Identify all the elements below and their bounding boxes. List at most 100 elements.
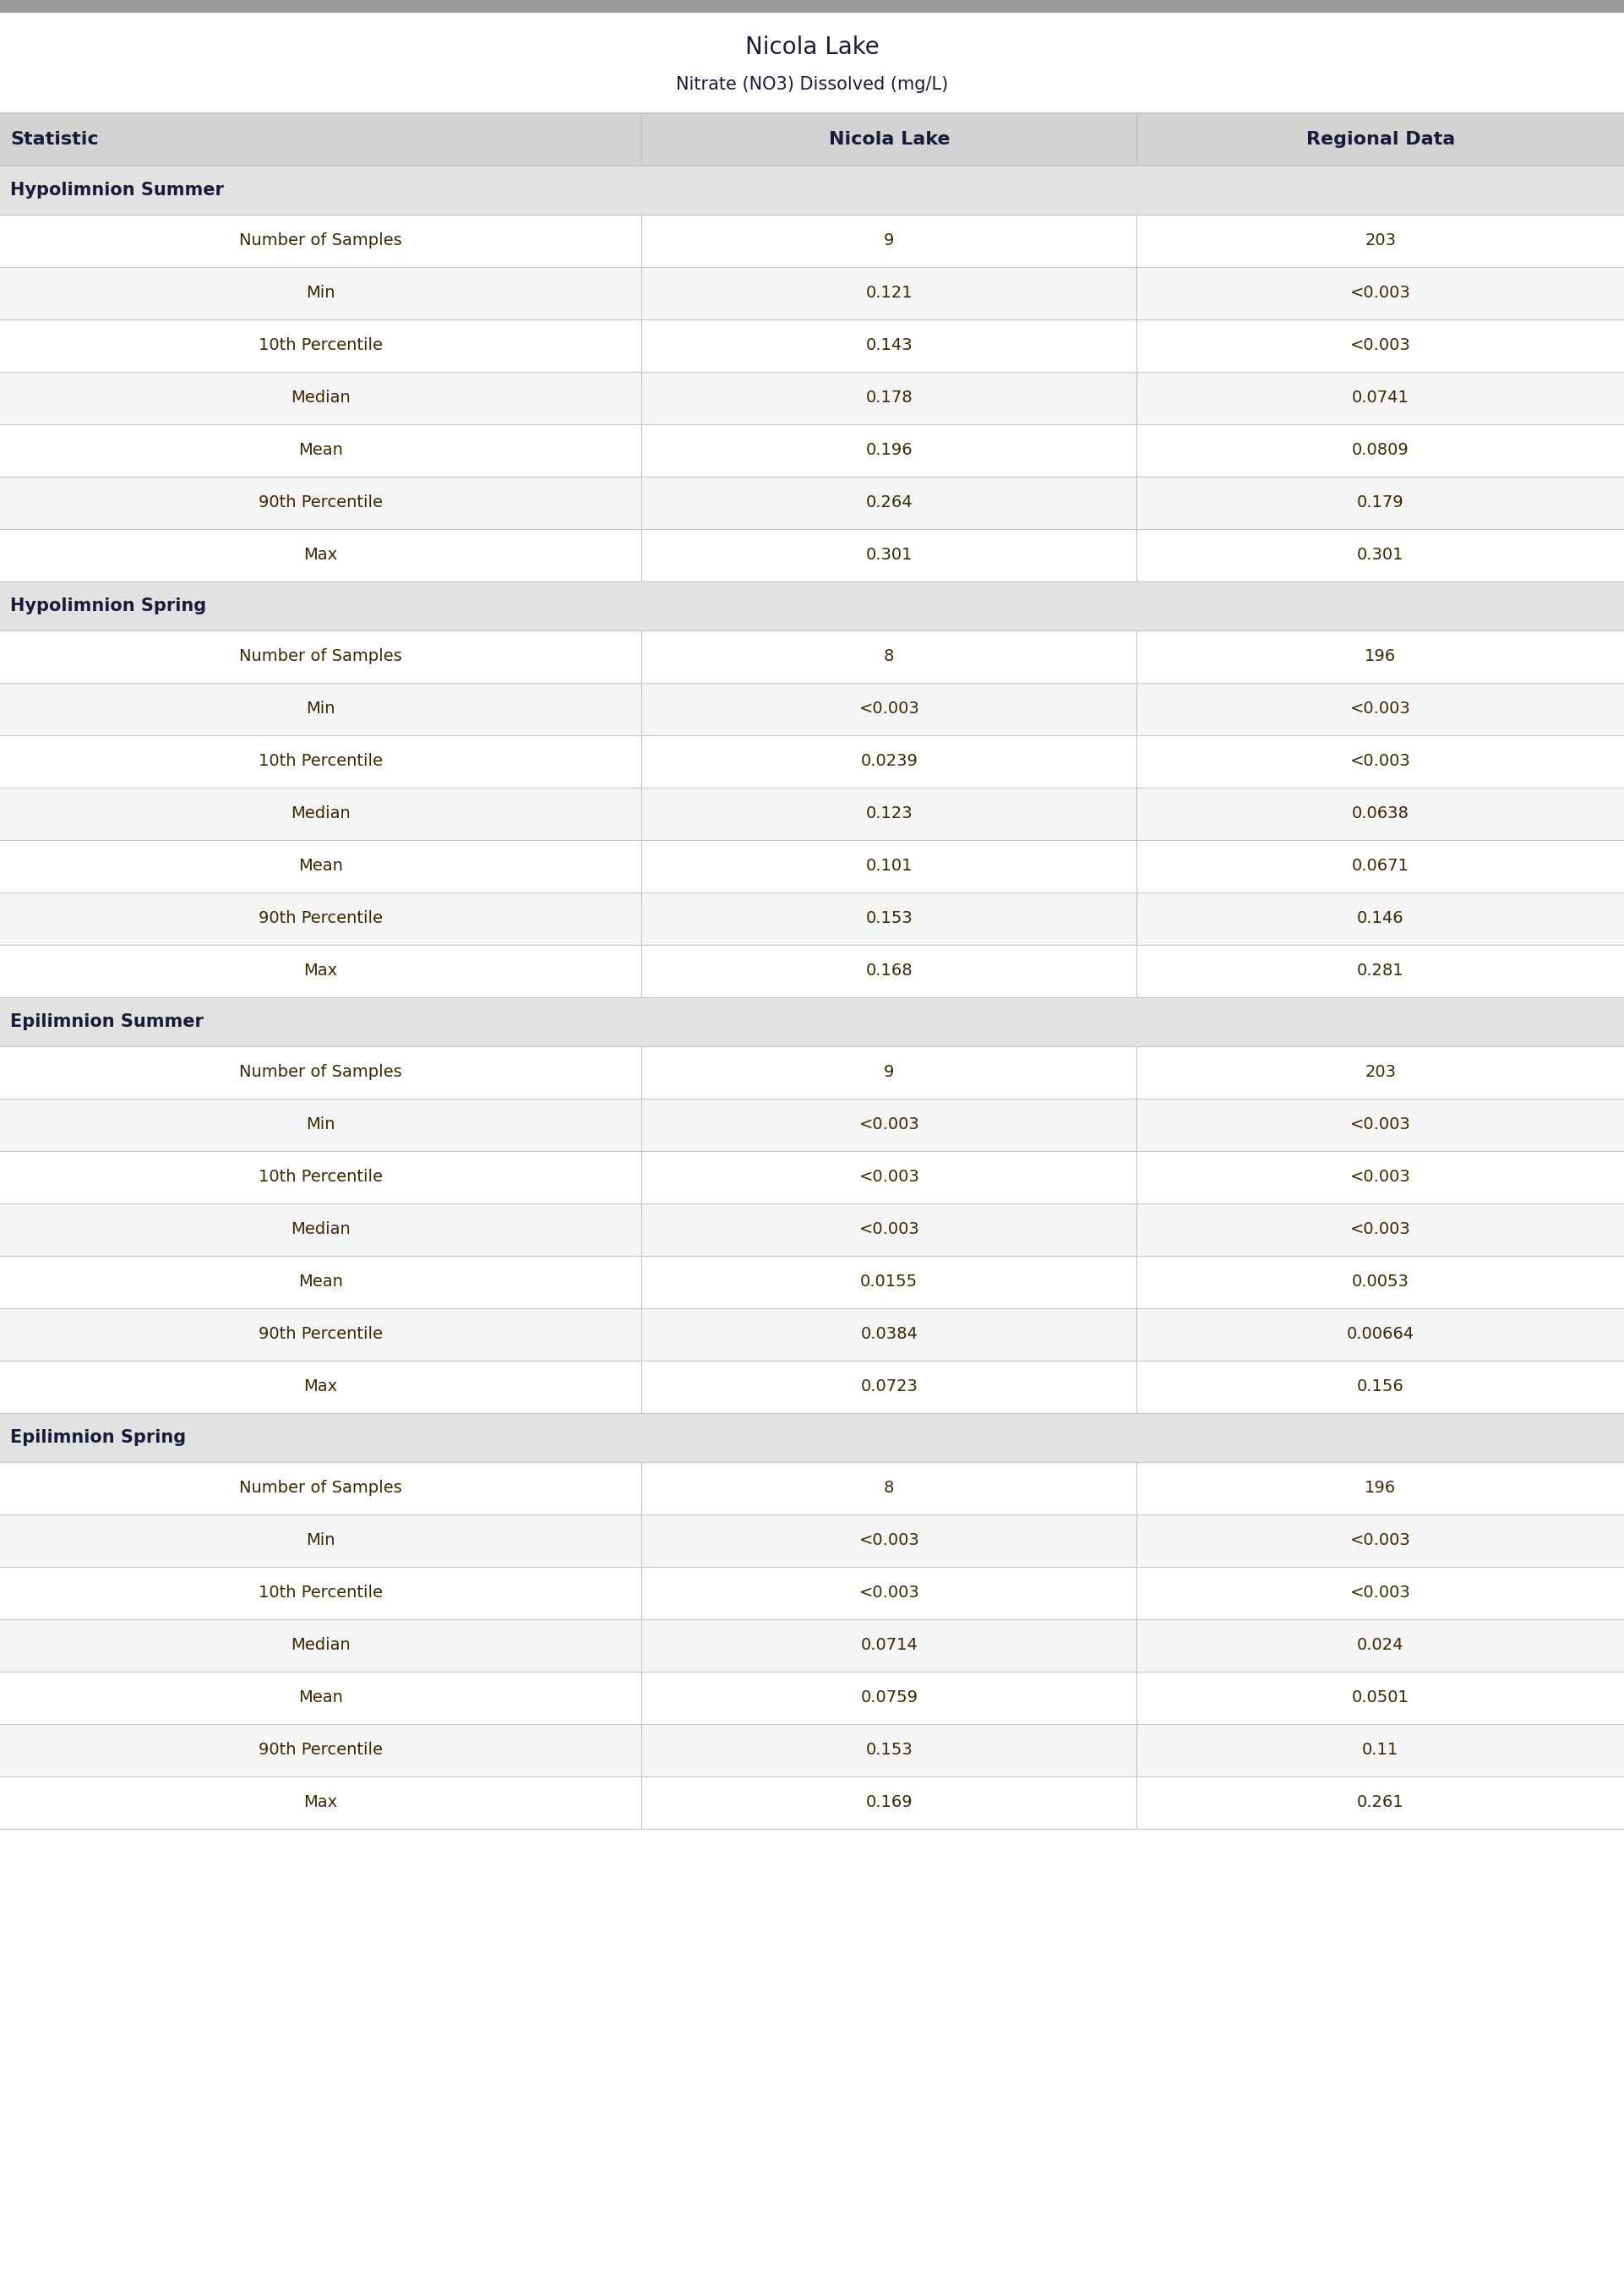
Text: 0.0723: 0.0723: [861, 1378, 918, 1394]
Bar: [0, 1255, 1624, 1308]
Text: 0.156: 0.156: [1356, 1378, 1405, 1394]
Text: <0.003: <0.003: [1350, 1221, 1411, 1237]
Text: <0.003: <0.003: [1350, 1117, 1411, 1133]
Text: Max: Max: [304, 547, 338, 563]
Text: 0.178: 0.178: [866, 390, 913, 406]
Text: 0.179: 0.179: [1358, 495, 1403, 511]
Text: 0.101: 0.101: [866, 858, 913, 874]
Text: Mean: Mean: [299, 1689, 343, 1705]
Bar: [0, 1671, 1624, 1723]
Bar: [0, 892, 1624, 944]
Text: Max: Max: [304, 1378, 338, 1394]
Text: 90th Percentile: 90th Percentile: [258, 495, 383, 511]
Text: <0.003: <0.003: [1350, 1532, 1411, 1548]
Text: 0.281: 0.281: [1358, 962, 1403, 978]
Text: 0.0714: 0.0714: [861, 1637, 918, 1653]
Text: 0.143: 0.143: [866, 338, 913, 354]
Bar: [0, 1619, 1624, 1671]
Bar: [0, 1514, 1624, 1566]
Text: Number of Samples: Number of Samples: [239, 1065, 403, 1081]
Bar: [0, 529, 1624, 581]
Text: 0.301: 0.301: [1358, 547, 1403, 563]
Text: <0.003: <0.003: [859, 701, 919, 717]
Text: Nicola Lake: Nicola Lake: [745, 36, 879, 59]
Text: Number of Samples: Number of Samples: [239, 649, 403, 665]
Text: Median: Median: [291, 390, 351, 406]
Text: 203: 203: [1364, 1065, 1397, 1081]
Bar: [0, 372, 1624, 424]
Bar: [0, 1151, 1624, 1203]
Bar: [0, 216, 1624, 268]
Text: <0.003: <0.003: [859, 1532, 919, 1548]
Text: Hypolimnion Spring: Hypolimnion Spring: [10, 597, 206, 615]
Text: Hypolimnion Summer: Hypolimnion Summer: [10, 182, 224, 197]
Bar: [0, 1462, 1624, 1514]
Text: Median: Median: [291, 1637, 351, 1653]
Bar: [0, 1308, 1624, 1360]
Text: Number of Samples: Number of Samples: [239, 1480, 403, 1496]
Text: 0.11: 0.11: [1363, 1741, 1398, 1759]
Bar: [0, 840, 1624, 892]
Text: 0.264: 0.264: [866, 495, 913, 511]
Text: Min: Min: [307, 1532, 335, 1548]
Text: 0.121: 0.121: [866, 286, 913, 302]
Text: Min: Min: [307, 701, 335, 717]
Bar: [0, 0, 1624, 11]
Bar: [0, 944, 1624, 997]
Text: 0.0809: 0.0809: [1351, 443, 1410, 459]
Text: Epilimnion Spring: Epilimnion Spring: [10, 1430, 187, 1446]
Text: 10th Percentile: 10th Percentile: [258, 338, 383, 354]
Text: 0.169: 0.169: [866, 1796, 913, 1811]
Text: Number of Samples: Number of Samples: [239, 234, 403, 250]
Text: Median: Median: [291, 806, 351, 822]
Text: 0.196: 0.196: [866, 443, 913, 459]
Text: 10th Percentile: 10th Percentile: [258, 754, 383, 770]
Bar: [0, 1566, 1624, 1619]
Text: 10th Percentile: 10th Percentile: [258, 1584, 383, 1600]
Bar: [0, 11, 1624, 114]
Text: 196: 196: [1364, 1480, 1397, 1496]
Text: <0.003: <0.003: [1350, 338, 1411, 354]
Text: 0.0384: 0.0384: [861, 1326, 918, 1342]
Bar: [0, 581, 1624, 631]
Bar: [0, 1360, 1624, 1412]
Text: 203: 203: [1364, 234, 1397, 250]
Text: 0.0239: 0.0239: [861, 754, 918, 770]
Text: 196: 196: [1364, 649, 1397, 665]
Text: 0.301: 0.301: [866, 547, 913, 563]
Text: 0.0053: 0.0053: [1351, 1273, 1410, 1289]
Text: 90th Percentile: 90th Percentile: [258, 910, 383, 926]
Text: Statistic: Statistic: [10, 132, 99, 148]
Bar: [0, 1777, 1624, 1830]
Text: <0.003: <0.003: [1350, 1584, 1411, 1600]
Bar: [0, 631, 1624, 683]
Text: Min: Min: [307, 286, 335, 302]
Text: 0.00664: 0.00664: [1346, 1326, 1415, 1342]
Text: Mean: Mean: [299, 1273, 343, 1289]
Text: Mean: Mean: [299, 443, 343, 459]
Text: Mean: Mean: [299, 858, 343, 874]
Bar: [0, 424, 1624, 477]
Text: <0.003: <0.003: [1350, 754, 1411, 770]
Text: 0.0155: 0.0155: [861, 1273, 918, 1289]
Bar: [0, 477, 1624, 529]
Bar: [0, 683, 1624, 735]
Text: 0.0741: 0.0741: [1351, 390, 1410, 406]
Bar: [0, 166, 1624, 216]
Bar: [0, 320, 1624, 372]
Bar: [0, 788, 1624, 840]
Bar: [0, 1723, 1624, 1777]
Text: Max: Max: [304, 1796, 338, 1811]
Text: 8: 8: [883, 649, 895, 665]
Text: Max: Max: [304, 962, 338, 978]
Text: 90th Percentile: 90th Percentile: [258, 1741, 383, 1759]
Bar: [0, 997, 1624, 1046]
Text: <0.003: <0.003: [859, 1221, 919, 1237]
Text: Min: Min: [307, 1117, 335, 1133]
Text: 0.153: 0.153: [866, 1741, 913, 1759]
Text: 0.0501: 0.0501: [1351, 1689, 1410, 1705]
Bar: [0, 1099, 1624, 1151]
Text: 0.0759: 0.0759: [861, 1689, 918, 1705]
Text: <0.003: <0.003: [1350, 1169, 1411, 1185]
Bar: [0, 735, 1624, 788]
